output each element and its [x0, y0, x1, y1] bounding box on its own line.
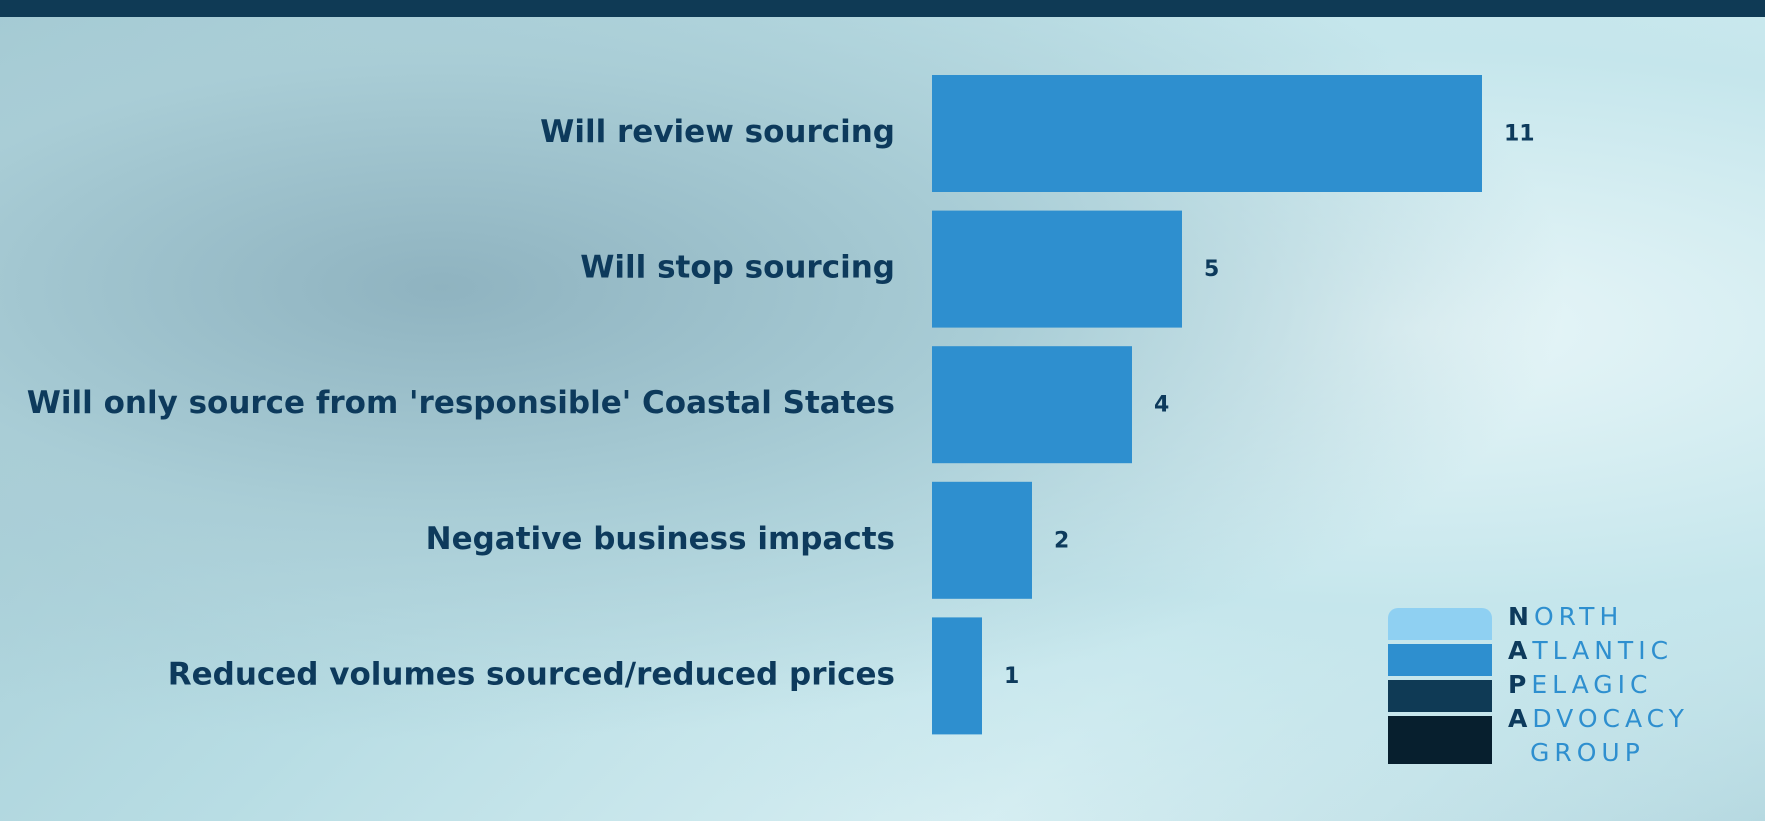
logo-line: NORTH [1508, 600, 1689, 634]
logo-block [1388, 644, 1492, 676]
logo-line: ADVOCACY [1508, 702, 1689, 736]
category-label: Reduced volumes sourced/reduced prices [168, 656, 895, 692]
category-label: Will review sourcing [540, 114, 895, 150]
bar [932, 617, 982, 734]
logo-line: GROUP [1508, 736, 1689, 770]
category-label: Will stop sourcing [580, 250, 895, 286]
category-label: Will only source from 'responsible' Coas… [27, 385, 895, 421]
bar [932, 346, 1132, 463]
value-label: 1 [1004, 664, 1019, 689]
chart: Will review sourcing 11 Will stop sourcing… [0, 0, 1765, 821]
bar [932, 75, 1482, 192]
category-label: Negative business impacts [426, 521, 895, 557]
logo-line: ATLANTIC [1508, 634, 1689, 668]
page: Will review sourcing 11 Will stop sourcing… [0, 0, 1765, 821]
value-label: 5 [1204, 257, 1219, 282]
logo-block [1388, 608, 1492, 640]
value-label: 4 [1154, 393, 1169, 418]
value-label: 2 [1054, 528, 1069, 553]
logo-block [1388, 716, 1492, 764]
bar [932, 482, 1032, 599]
logo-block [1388, 680, 1492, 712]
bar [932, 211, 1182, 328]
logo-line: PELAGIC [1508, 668, 1689, 702]
value-label: 11 [1504, 122, 1535, 147]
